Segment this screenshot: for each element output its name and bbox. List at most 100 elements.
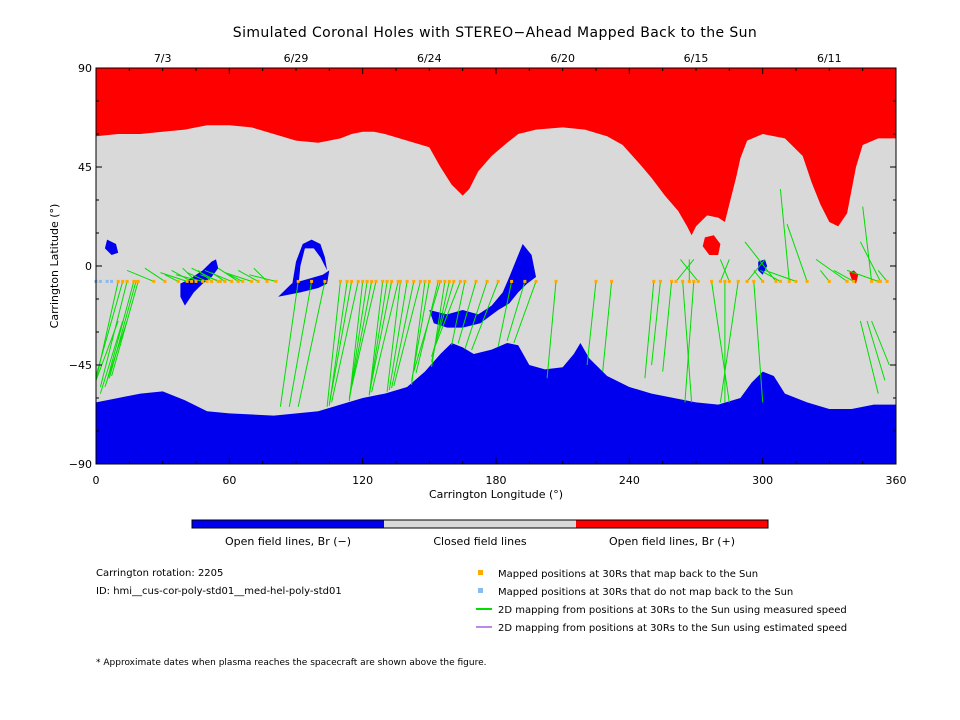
x-tick-label: 360 xyxy=(886,474,907,487)
y-tick-label: −90 xyxy=(69,458,92,471)
x-tick-label: 120 xyxy=(352,474,373,487)
patch-pos-1 xyxy=(702,235,721,255)
mapped-position-marker xyxy=(125,279,129,283)
patch-neg-2 xyxy=(180,259,219,306)
mapping-trace xyxy=(833,269,855,282)
mapped-position-marker xyxy=(398,279,402,283)
mapped-position-marker xyxy=(674,279,678,283)
mapping-trace xyxy=(229,274,243,282)
mapping-trace xyxy=(326,281,341,407)
mapping-trace xyxy=(457,281,477,344)
mapped-position-marker xyxy=(794,279,798,283)
mapped-position-marker xyxy=(218,279,222,283)
mapping-trace xyxy=(820,270,830,282)
mapping-trace xyxy=(871,320,890,366)
axis-tick-labels: 0 60 120 180 240 300 360 90 45 0 −45 −90 7/3 6/29 6/24… xyxy=(69,52,907,487)
mapping-trace xyxy=(411,281,430,381)
patch-neg-1 xyxy=(104,239,119,255)
x-tick-label: 240 xyxy=(619,474,640,487)
mapped-position-marker xyxy=(236,279,240,283)
x-axis-label: Carrington Longitude (°) xyxy=(429,488,563,501)
mapped-position-marker xyxy=(350,279,354,283)
date-tick-label: 7/3 xyxy=(154,52,172,65)
mapping-trace xyxy=(106,281,135,381)
mapping-trace xyxy=(866,320,886,381)
mapped-position-marker xyxy=(256,279,260,283)
unmapped-position-marker xyxy=(105,279,109,283)
mapped-position-marker xyxy=(774,279,778,283)
colorbar-positive xyxy=(576,520,768,528)
model-id: ID: hmi__cus-cor-poly-std01__med-hel-pol… xyxy=(96,586,342,597)
mapped-position-marker xyxy=(323,279,327,283)
mapped-position-marker xyxy=(870,279,874,283)
mapped-position-marker xyxy=(338,279,342,283)
colorbar: Open field lines, Br (−) Closed field li… xyxy=(191,519,769,548)
mapping-trace xyxy=(431,281,455,357)
date-tick-label: 6/20 xyxy=(550,52,575,65)
mapping-trace xyxy=(348,281,377,398)
x-tick-label: 180 xyxy=(486,474,507,487)
patch-neg-5 xyxy=(429,244,536,328)
mapped-position-marker xyxy=(787,279,791,283)
mapping-trace xyxy=(297,281,326,407)
mapping-trace xyxy=(413,281,441,372)
mapping-trace xyxy=(164,274,179,282)
mapping-trace xyxy=(859,241,881,282)
mapping-trace xyxy=(95,320,119,381)
mapped-position-marker xyxy=(554,279,558,283)
mapping-trace xyxy=(249,274,277,282)
mapping-trace xyxy=(348,281,364,402)
mapping-trace xyxy=(506,281,526,341)
mapping-trace xyxy=(368,281,388,395)
mapped-position-marker xyxy=(496,279,500,283)
mapped-position-marker xyxy=(805,279,809,283)
mapping-trace xyxy=(760,269,781,282)
mapped-position-marker xyxy=(523,279,527,283)
y-tick-label: 45 xyxy=(78,161,92,174)
mapped-position-marker xyxy=(310,279,314,283)
mapped-position-marker xyxy=(534,279,538,283)
mapping-trace xyxy=(237,269,259,282)
mapping-trace xyxy=(662,281,673,372)
x-tick-label: 0 xyxy=(93,474,100,487)
mapping-trace xyxy=(433,281,461,350)
mapped-position-marker xyxy=(687,279,691,283)
legend-symbol xyxy=(478,588,483,593)
mapping-trace xyxy=(224,272,252,282)
mapped-position-marker xyxy=(852,279,856,283)
mapped-position-marker xyxy=(370,279,374,283)
mapping-trace xyxy=(711,281,730,403)
colorbar-label-negative: Open field lines, Br (−) xyxy=(225,535,351,548)
mapped-position-marker xyxy=(718,279,722,283)
mapped-position-marker xyxy=(250,279,254,283)
mapped-position-marker xyxy=(121,279,125,283)
mapped-position-marker xyxy=(381,279,385,283)
mapping-trace xyxy=(391,281,415,389)
mapped-position-marker xyxy=(463,279,467,283)
mapped-position-marker xyxy=(390,279,394,283)
mapping-trace xyxy=(175,274,203,282)
y-tick-label: 90 xyxy=(78,62,92,75)
north-open-positive-region xyxy=(96,68,896,236)
mapping-trace xyxy=(331,281,359,403)
carrington-rotation: Carrington rotation: 2205 xyxy=(96,568,223,579)
mapped-position-marker xyxy=(670,279,674,283)
mapped-position-marker xyxy=(345,279,349,283)
mapped-position-marker xyxy=(710,279,714,283)
mapping-trace xyxy=(368,281,384,396)
mapped-position-marker xyxy=(116,279,120,283)
mapping-trace xyxy=(586,281,597,366)
mapped-position-marker xyxy=(194,279,198,283)
mapping-trace xyxy=(846,269,879,282)
mapped-position-marker xyxy=(727,279,731,283)
legend-symbol xyxy=(478,570,483,575)
south-open-negative-region xyxy=(96,343,896,464)
date-tick-label: 6/29 xyxy=(284,52,309,65)
mapped-position-marker xyxy=(230,279,234,283)
mapped-position-marker xyxy=(132,279,136,283)
mapping-trace xyxy=(328,281,353,405)
mapped-position-marker xyxy=(485,279,489,283)
mapped-position-marker xyxy=(374,279,378,283)
mapped-position-marker xyxy=(365,279,369,283)
mapped-position-marker xyxy=(423,279,427,283)
